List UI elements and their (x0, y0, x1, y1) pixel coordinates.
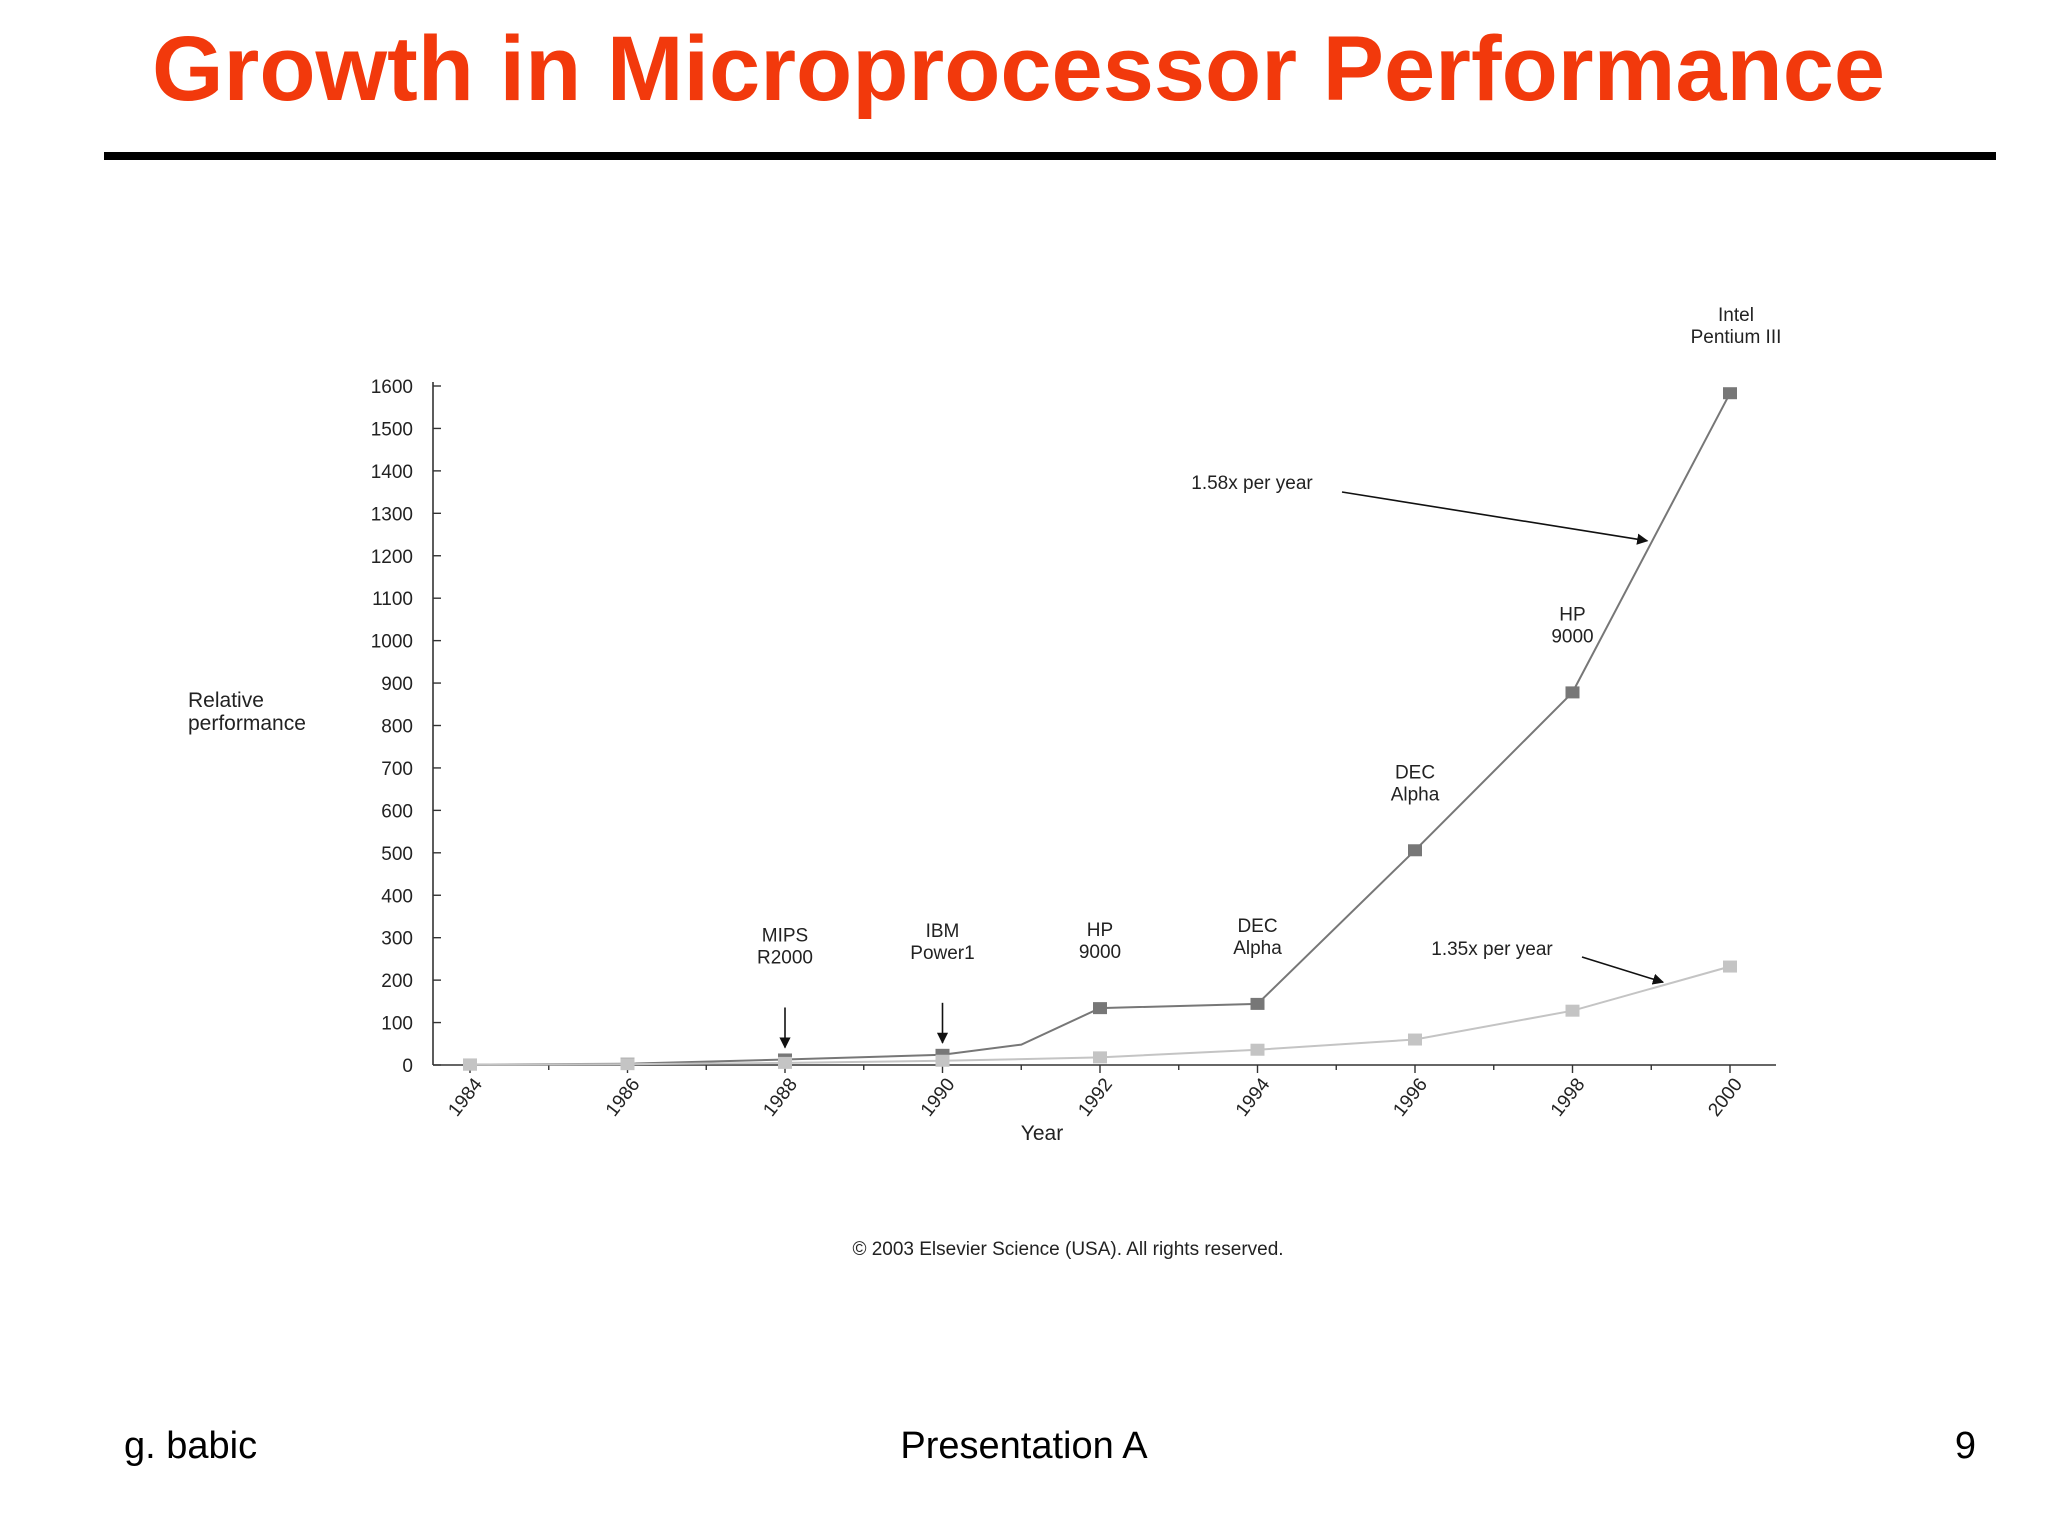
x-tick-label: 1990 (917, 1074, 960, 1120)
annotation-label: DEC (1237, 916, 1277, 937)
x-tick-label: 1994 (1232, 1074, 1275, 1121)
growth-rate-callout: 1.58x per year (1191, 473, 1649, 545)
data-point-marker (463, 1058, 477, 1071)
y-tick-label: 1300 (371, 504, 413, 525)
x-tick-label: 1998 (1547, 1074, 1590, 1120)
annotation-label: 9000 (1079, 942, 1121, 963)
y-tick-label: 700 (381, 759, 413, 780)
chart-series-lines (469, 392, 1731, 1066)
copyright-notice: © 2003 Elsevier Science (USA). All right… (852, 1239, 1283, 1260)
annotation-label: Power1 (910, 943, 974, 964)
x-tick-label: 2000 (1704, 1074, 1747, 1120)
y-tick-label: 100 (381, 1014, 413, 1035)
y-tick-label: 900 (381, 674, 413, 695)
chart-annotations: MIPSR2000IBMPower1HP9000DECAlphaDECAlpha… (757, 305, 1782, 1049)
y-tick-label: 300 (381, 929, 413, 950)
footer-author: g. babic (124, 1425, 258, 1467)
chart-markers (463, 387, 1737, 1071)
data-point-marker (1093, 1002, 1107, 1015)
y-tick-label: 500 (381, 844, 413, 865)
annotation-label: R2000 (757, 947, 813, 968)
x-tick-label: 1988 (759, 1074, 802, 1120)
y-tick-label: 1000 (371, 632, 413, 653)
y-tick-label: 800 (381, 717, 413, 738)
annotation-label: Alpha (1391, 784, 1440, 805)
data-point-marker (935, 1054, 950, 1067)
series-line-0 (469, 392, 1731, 1066)
data-point-marker (1093, 1051, 1107, 1064)
annotation-label: Alpha (1233, 938, 1282, 959)
annotation-label: Pentium III (1691, 327, 1782, 348)
y-tick-label: 0 (402, 1056, 413, 1077)
x-axis-label: Year (1021, 1122, 1063, 1145)
annotation-label: DEC (1395, 762, 1435, 783)
data-point-marker (620, 1058, 635, 1071)
data-point-marker (1408, 1033, 1422, 1046)
y-tick-label: 1100 (372, 589, 413, 610)
annotation-label: HP (1559, 604, 1585, 625)
chart-axes: 0 100 200 300 400 500 600 700 800 900 1000 1100 1200… (371, 377, 1776, 1121)
growth-rate-arrow (1581, 956, 1665, 985)
data-point-marker (778, 1056, 792, 1069)
y-tick-label: 400 (381, 886, 413, 907)
data-point-marker (1723, 960, 1737, 973)
slide-title: Growth in Microprocessor Performance (152, 18, 1886, 120)
growth-rate-callout: 1.35x per year (1431, 939, 1665, 985)
y-tick-label: 200 (381, 971, 413, 992)
annotation-label: MIPS (762, 925, 808, 946)
footer-presentation: Presentation A (900, 1425, 1148, 1467)
x-tick-label: 1986 (602, 1074, 645, 1120)
y-tick-label: 1600 (371, 377, 413, 398)
data-point-marker (1565, 686, 1580, 699)
data-point-marker (1250, 997, 1265, 1010)
data-point-marker (1723, 387, 1737, 400)
y-axis-label: Relative performance (188, 689, 306, 735)
title-divider (104, 152, 1996, 160)
growth-rate-arrow (1341, 491, 1649, 545)
y-axis-label-line1: Relative (188, 689, 264, 712)
y-tick-label: 1500 (371, 419, 413, 440)
growth-rate-label: 1.35x per year (1431, 939, 1553, 960)
annotation-label: IBM (926, 921, 960, 942)
y-tick-label: 1200 (371, 547, 413, 568)
y-tick-label: 1400 (371, 462, 413, 483)
annotation-label: HP (1087, 920, 1113, 941)
footer-page-number: 9 (1954, 1425, 1976, 1467)
series-line-1 (469, 965, 1731, 1066)
data-point-marker (1250, 1043, 1265, 1056)
data-point-marker (1565, 1004, 1580, 1017)
data-point-marker (1408, 844, 1422, 857)
x-tick-label: 1992 (1074, 1074, 1117, 1120)
annotation-label: Intel (1718, 305, 1754, 326)
growth-rate-label: 1.58x per year (1191, 473, 1313, 494)
y-axis-label-line2: performance (188, 712, 306, 735)
y-tick-label: 600 (381, 801, 413, 822)
annotation-label: 9000 (1551, 626, 1593, 647)
x-tick-label: 1984 (444, 1074, 487, 1121)
x-tick-label: 1996 (1389, 1074, 1432, 1120)
